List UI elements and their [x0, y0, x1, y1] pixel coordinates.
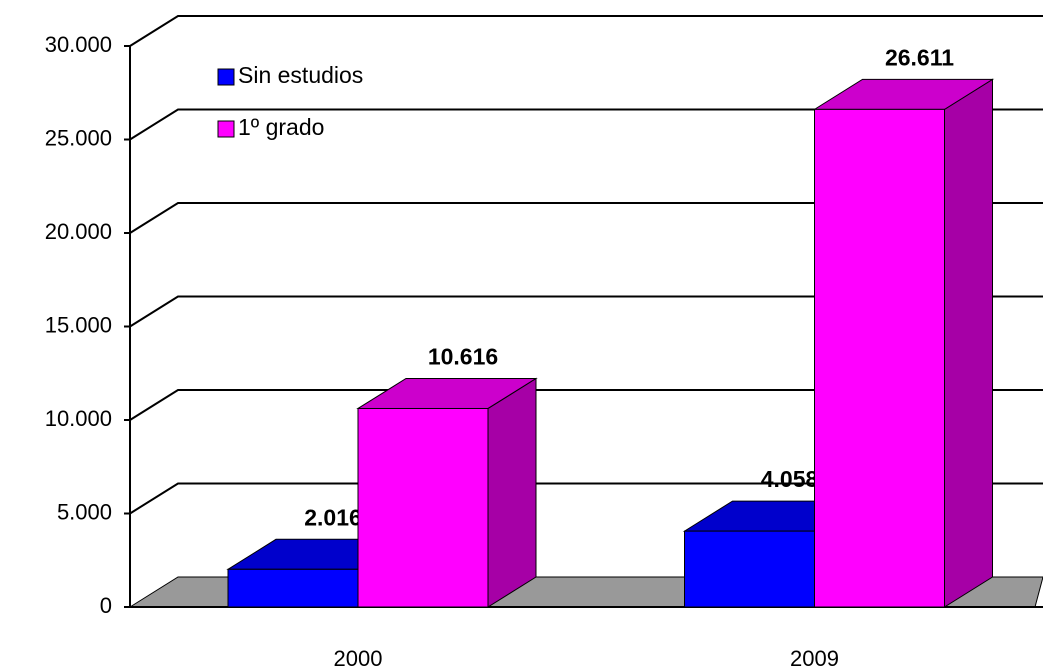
y-tick-label: 5.000: [57, 499, 112, 524]
y-tick-label: 0: [100, 593, 112, 618]
legend-label: 1º grado: [238, 114, 324, 140]
y-tick-label: 15.000: [45, 312, 112, 337]
legend-swatch: [218, 121, 234, 137]
x-tick-label: 2009: [790, 646, 839, 671]
bar: [685, 531, 815, 607]
y-tick-label: 30.000: [45, 32, 112, 57]
bar: [228, 569, 358, 607]
legend-swatch: [218, 69, 234, 85]
grid-line: [130, 16, 1043, 46]
bar-side: [945, 79, 993, 607]
x-tick-label: 2000: [334, 646, 383, 671]
value-label: 4.058: [761, 466, 819, 492]
value-label: 2.016: [304, 504, 362, 530]
value-label: 10.616: [428, 344, 498, 370]
legend-label: Sin estudios: [238, 62, 363, 88]
bar: [358, 408, 488, 607]
y-tick-label: 25.000: [45, 125, 112, 150]
y-tick-label: 20.000: [45, 219, 112, 244]
value-label: 26.611: [885, 44, 954, 70]
chart: 0 5.000 10.000 15.000 20.000 25.000 30.000 2000…: [0, 0, 1043, 671]
y-tick-label: 10.000: [45, 406, 112, 431]
bar: [815, 109, 945, 607]
bar-side: [488, 378, 536, 607]
